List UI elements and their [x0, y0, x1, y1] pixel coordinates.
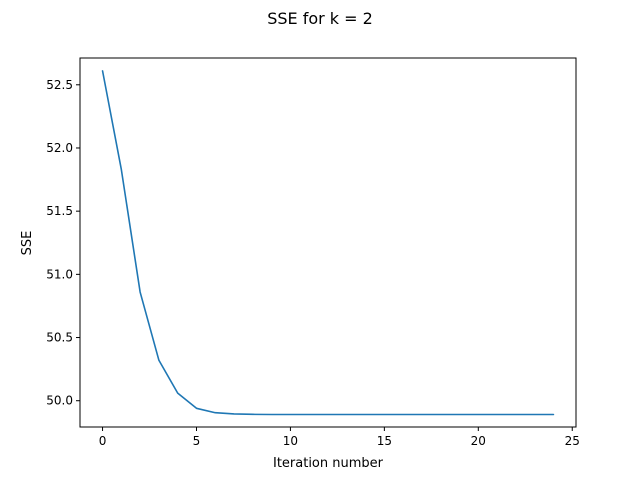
series-layer [101, 70, 555, 416]
x-tick-label: 20 [471, 434, 486, 448]
y-axis-label: SSE [20, 231, 35, 256]
x-axis-ticks: 0 5 10 15 20 25 [99, 427, 580, 448]
x-tick-label: 25 [565, 434, 580, 448]
x-tick-label: 15 [377, 434, 392, 448]
y-tick-label: 50.0 [46, 394, 73, 408]
y-tick-label: 51.0 [46, 267, 73, 281]
x-tick-label: 10 [283, 434, 298, 448]
y-tick-label: 51.5 [46, 204, 73, 218]
y-tick-label: 50.5 [46, 331, 73, 345]
x-axis-label: Iteration number [273, 456, 384, 471]
y-tick-label: 52.0 [46, 141, 73, 155]
y-axis-ticks: 50.0 50.5 51.0 51.5 52.0 52.5 [46, 78, 80, 408]
series-line-sse [101, 70, 555, 416]
y-tick-label: 52.5 [46, 78, 73, 92]
x-tick-label: 0 [99, 434, 107, 448]
axes-frame [79, 57, 577, 428]
x-tick-label: 5 [193, 434, 201, 448]
chart-title: SSE for k = 2 [267, 9, 373, 28]
